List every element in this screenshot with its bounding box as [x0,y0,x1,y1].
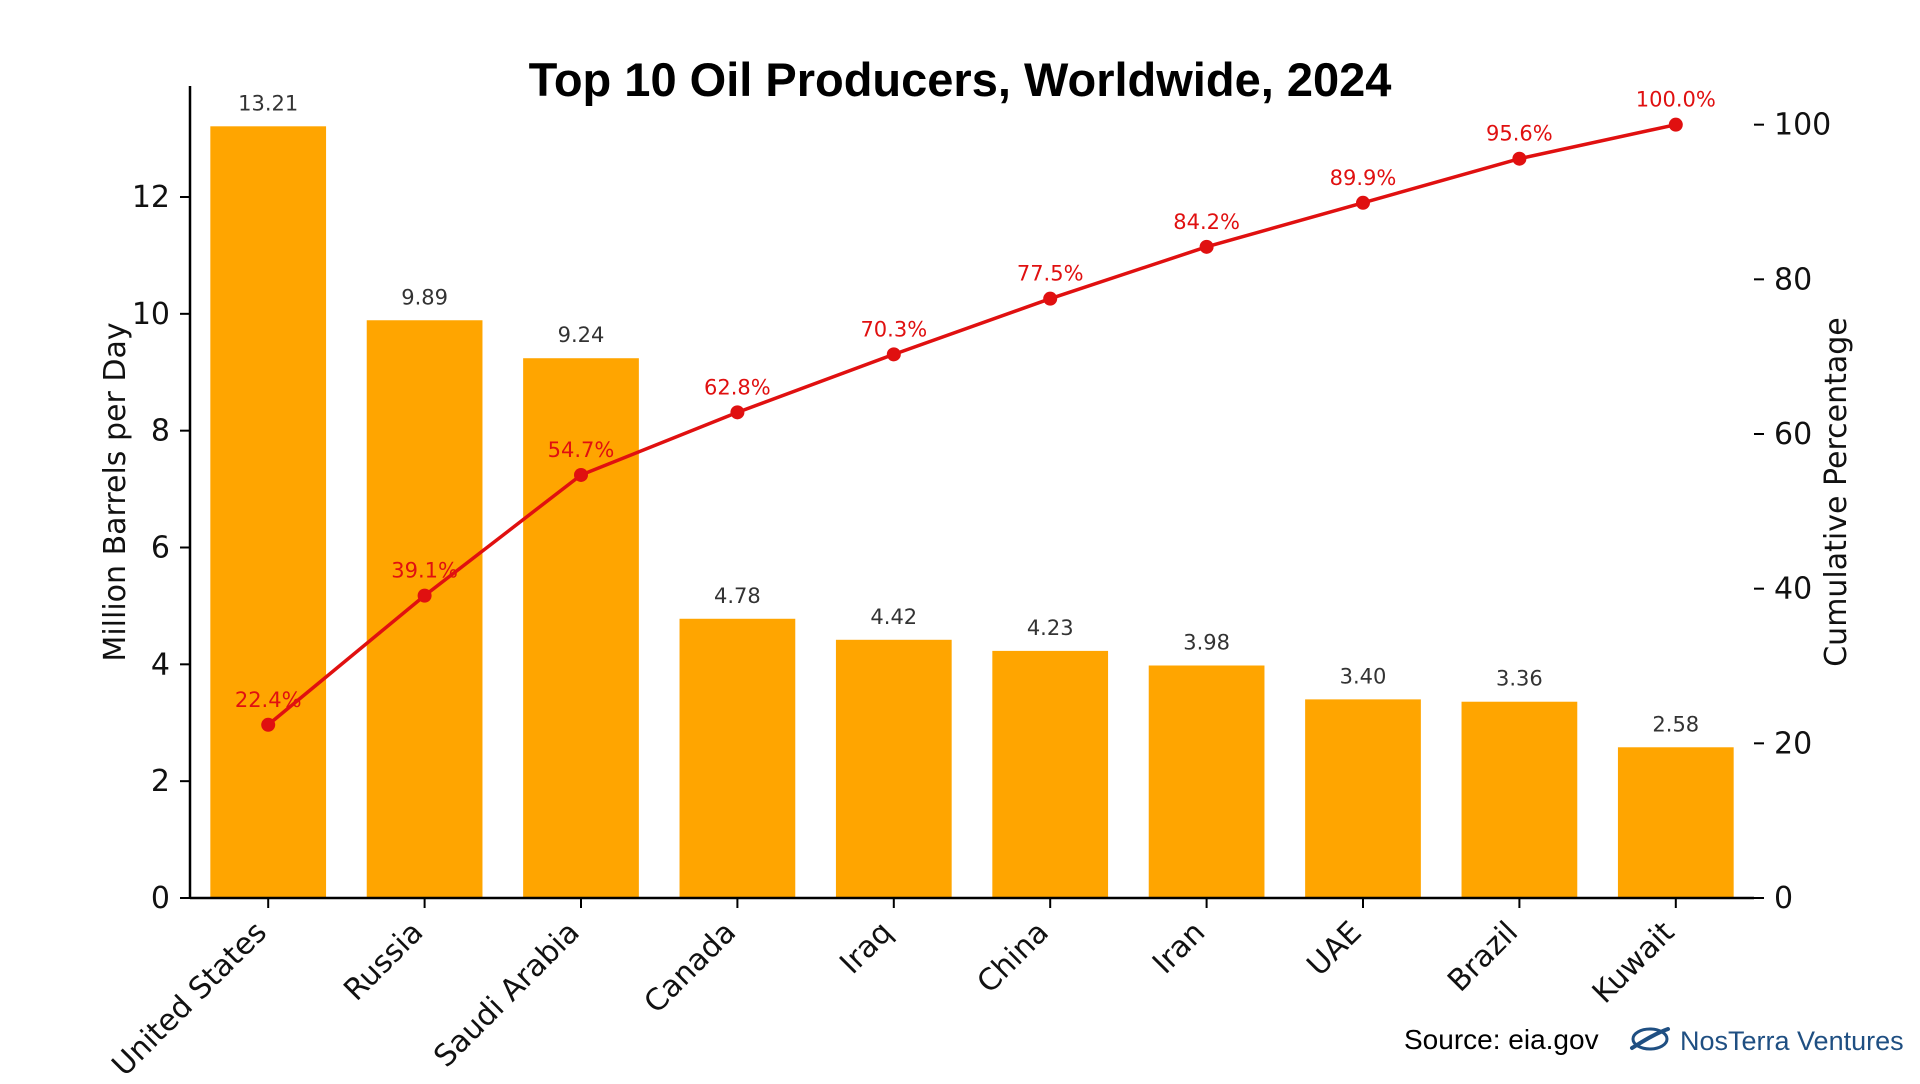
bar-value-label: 3.98 [1183,630,1230,654]
cumulative-point-label: 89.9% [1330,166,1397,190]
y-tick-label: 10 [132,297,170,332]
y2-tick-label: 20 [1774,726,1812,761]
bar-united-states [210,126,327,898]
bar-russia [366,320,483,898]
source-note: Source: eia.gov [1404,1024,1599,1055]
y-axis-title: Million Barrels per Day [98,322,133,661]
axes-layer: 0 2 4 6 8 10 12 0 20 40 60 80 100 United States Russia… [105,86,1831,1083]
x-tick-label: Iraq [833,915,899,981]
bar-value-label: 4.78 [714,584,761,608]
y2-tick-label: 40 [1774,572,1812,607]
bar-value-label: 13.21 [238,91,298,115]
y2-tick-label: 0 [1774,881,1793,916]
bar-value-label: 3.36 [1496,667,1543,691]
x-tick-label: China [971,915,1056,1000]
cumulative-point [1512,151,1527,166]
y-tick-label: 12 [132,180,170,215]
bar-kuwait [1617,747,1734,898]
bar-value-label: 9.89 [401,285,448,309]
bar-value-label: 3.40 [1340,664,1387,688]
y-tick-label: 4 [151,647,170,682]
bar-iraq [835,639,952,898]
y-tick-label: 8 [151,414,170,449]
y-tick-label: 0 [151,881,170,916]
y-tick-label: 6 [151,530,170,565]
nosterra-logo-icon [1628,1024,1672,1058]
cumulative-point [1356,195,1370,210]
y2-axis-title: Cumulative Percentage [1819,317,1854,667]
y2-tick-label: 100 [1774,108,1831,143]
x-tick-label: Kuwait [1586,915,1682,1011]
cumulative-point-label: 95.6% [1486,122,1553,146]
y2-tick-label: 80 [1774,262,1812,297]
cumulative-point [730,405,745,420]
cumulative-point [1668,117,1683,132]
brand-name: NosTerra Ventures [1680,1025,1904,1056]
cumulative-point-label: 62.8% [704,375,771,399]
y-tick-label: 2 [151,764,170,799]
x-tick-label: UAE [1300,915,1368,983]
cumulative-point-label: 39.1% [391,559,458,583]
x-tick-label: Brazil [1441,915,1525,999]
cumulative-point-label: 54.7% [548,438,615,462]
x-tick-label: Iran [1146,915,1212,981]
bar-uae [1305,699,1421,898]
brand: NosTerra Ventures [1628,1024,1904,1058]
cumulative-line [267,122,1677,727]
cumulative-point [417,588,432,603]
x-tick-label: Saudi Arabia [427,915,586,1074]
x-tick-label: United States [105,915,273,1080]
cumulative-point [574,467,588,482]
bar-canada [679,618,796,898]
bar-value-label: 9.24 [558,323,605,347]
x-tick-label: Canada [638,915,743,1020]
chart-title: Top 10 Oil Producers, Worldwide, 2024 [529,53,1392,106]
x-tick-label: Russia [337,915,430,1008]
cumulative-point-label: 100.0% [1636,88,1716,112]
bar-iran [1148,665,1265,898]
cumulative-line-layer: 22.4% 39.1% 54.7% 62.8% 70.3% 77.5% 84.2% 89.9%… [235,88,1716,732]
bar-china [992,650,1109,898]
cumulative-point-label: 84.2% [1173,210,1240,234]
bar-value-label: 2.58 [1652,712,1699,736]
bars-layer: 13.21 9.89 9.24 4.78 4.42 4.23 3.98 3.40 3.36 2.5… [210,91,1734,898]
cumulative-point [1199,239,1214,254]
cumulative-point [886,347,901,362]
cumulative-point-label: 22.4% [235,688,302,712]
cumulative-point [261,717,276,732]
cumulative-point [1043,291,1058,306]
cumulative-point-label: 70.3% [860,317,927,341]
bar-saudi-arabia [523,358,639,898]
bar-value-label: 4.23 [1027,616,1074,640]
bar-brazil [1461,701,1578,898]
bar-value-label: 4.42 [870,605,917,629]
y2-tick-label: 60 [1774,417,1812,452]
cumulative-point-label: 77.5% [1017,262,1084,286]
